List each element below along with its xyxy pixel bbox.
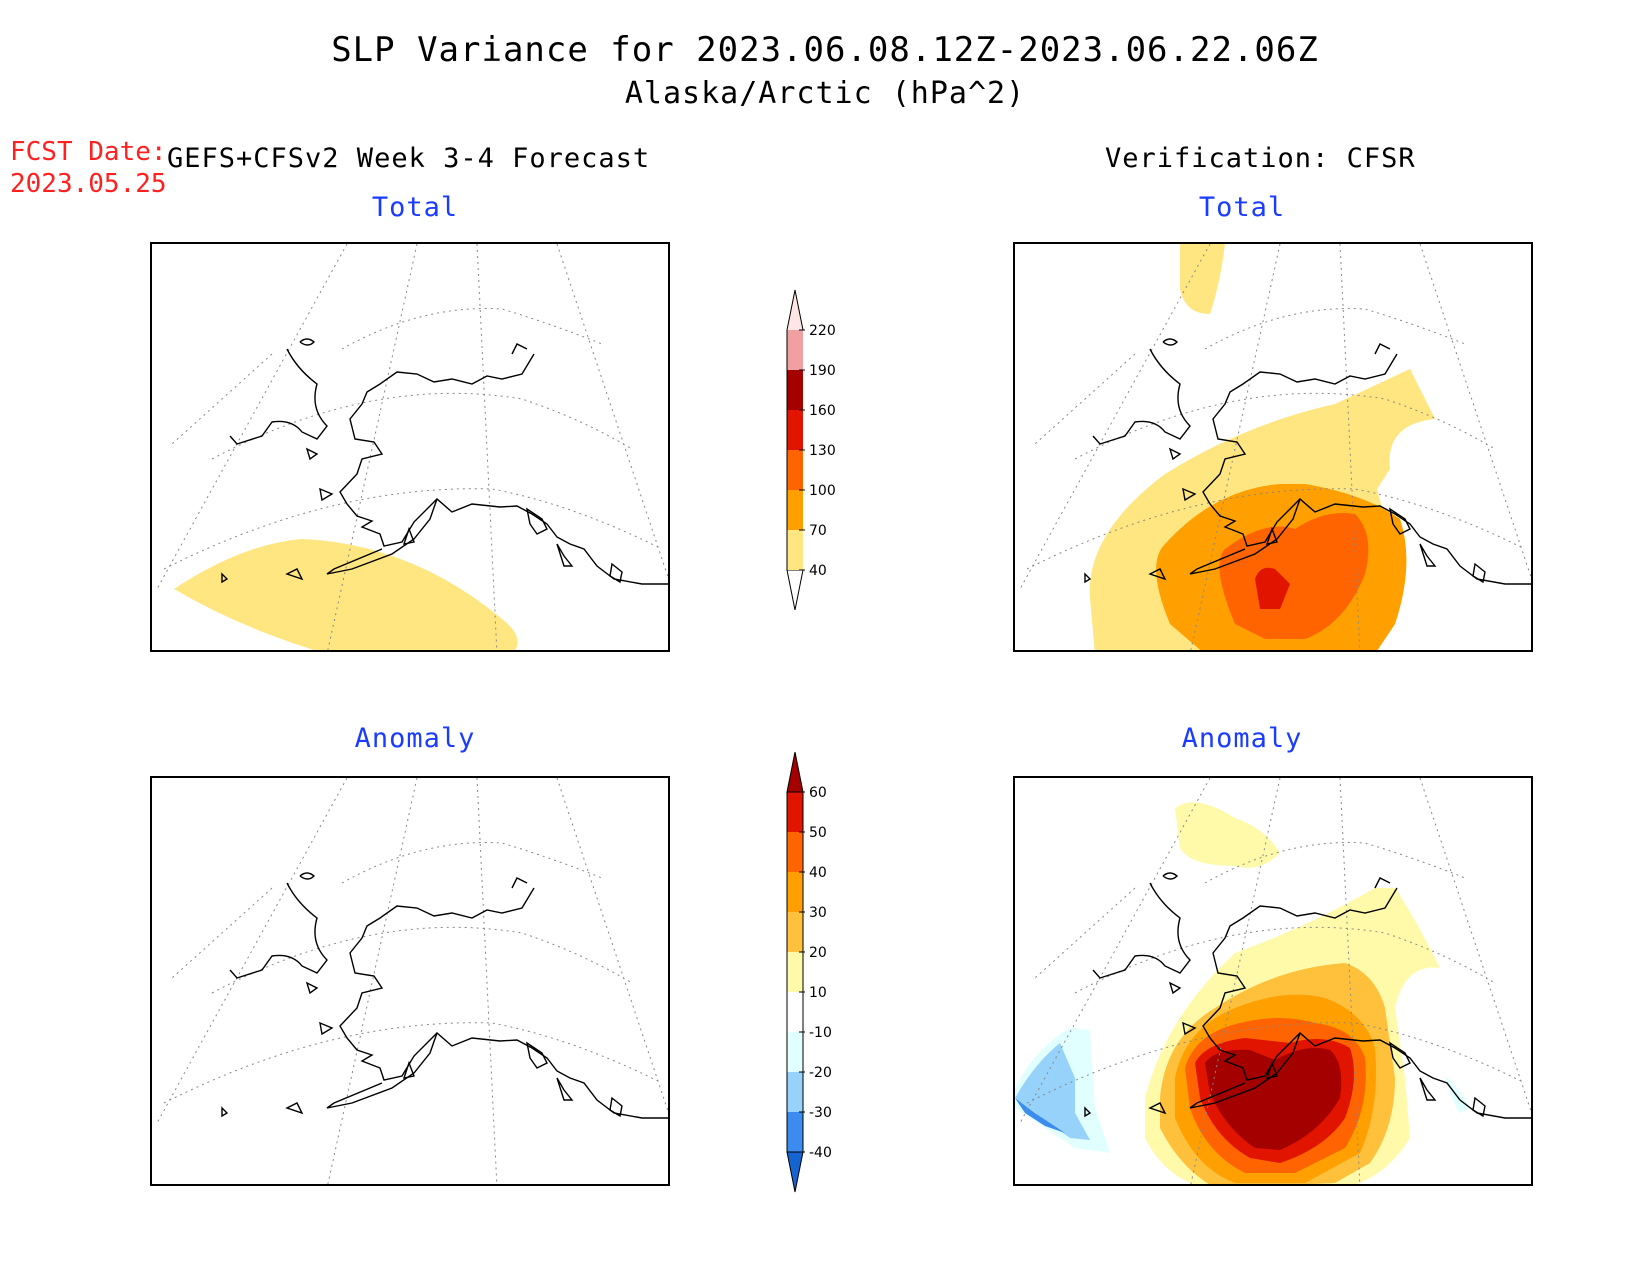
anomaly-colorbar-label: 60 (809, 785, 827, 801)
fcst-date-value: 2023.05.25 (10, 169, 167, 199)
total-shade-130-160 (1255, 567, 1290, 609)
total-colorbar-label: 40 (809, 563, 827, 579)
total-colorbar-box (787, 490, 803, 530)
figure-title: SLP Variance for 2023.06.08.12Z-2023.06.… (331, 30, 1319, 70)
total-colorbar-label: 190 (809, 363, 836, 379)
total-shade-40-70 (174, 539, 518, 650)
total-colorbar-label: 100 (809, 483, 836, 499)
anomaly-colorbar-label: 50 (809, 825, 827, 841)
anomaly-colorbar-box (787, 872, 803, 912)
verification-anomaly-label: Anomaly (1181, 723, 1303, 754)
total-colorbar-label: 70 (809, 523, 827, 539)
total-colorbar-lower-triangle (786, 569, 804, 610)
total-colorbar-label: 160 (809, 403, 836, 419)
total-colorbar-box (787, 530, 803, 570)
forecast-anomaly-label: Anomaly (354, 723, 476, 754)
anomaly-colorbar-label: 40 (809, 865, 827, 881)
anomaly-colorbar-box (787, 912, 803, 952)
total-colorbar-label: 130 (809, 443, 836, 459)
anomaly-colorbar-box (787, 1072, 803, 1112)
anomaly-colorbar-lower-triangle (787, 1152, 803, 1192)
verification-title: Verification: CFSR (1105, 143, 1416, 174)
verification-anomaly-map (1013, 776, 1533, 1186)
anomaly-colorbar-label: 10 (809, 985, 827, 1001)
anomaly-shade-small (352, 1185, 374, 1186)
total-colorbar-upper-triangle (787, 290, 803, 330)
anomaly-colorbar-box (787, 992, 803, 1032)
total-colorbar-box (787, 370, 803, 410)
anomaly-colorbar: 60 50 40 30 20 10 -10 -20 -30 -40 (786, 752, 832, 1193)
total-colorbar-box (787, 410, 803, 450)
anomaly-shade-north (1175, 802, 1280, 868)
fcst-date: FCST Date: 2023.05.25 (10, 136, 167, 200)
anomaly-colorbar-label: 20 (809, 945, 827, 961)
anomaly-colorbar-label: -40 (809, 1145, 832, 1161)
forecast-anomaly-map (150, 776, 670, 1186)
anomaly-colorbar-box (787, 1032, 803, 1072)
model-title: GEFS+CFSv2 Week 3-4 Forecast (167, 143, 651, 174)
figure-subtitle: Alaska/Arctic (hPa^2) (624, 76, 1026, 111)
anomaly-colorbar-box (787, 1112, 803, 1152)
forecast-total-map (150, 242, 670, 652)
total-colorbar-box (787, 330, 803, 370)
fcst-date-label: FCST Date: (10, 137, 167, 167)
anomaly-colorbar-label: -10 (809, 1025, 832, 1041)
total-colorbar: 40 70 100 130 160 190 220 (786, 289, 836, 610)
anomaly-colorbar-label: 30 (809, 905, 827, 921)
anomaly-colorbar-label: -20 (809, 1065, 832, 1081)
anomaly-colorbar-label: -30 (809, 1105, 832, 1121)
anomaly-shade-east (1445, 1076, 1470, 1113)
anomaly-shade-gt60 (1205, 1047, 1342, 1150)
anomaly-shade-neg20-30 (1015, 1043, 1090, 1140)
total-colorbar-label: 220 (809, 323, 836, 339)
verification-total-map (1013, 242, 1533, 652)
anomaly-colorbar-upper-triangle (786, 752, 804, 793)
total-shade-north (1180, 244, 1225, 314)
anomaly-colorbar-box (787, 792, 803, 832)
anomaly-colorbar-box (787, 952, 803, 992)
total-colorbar-box (787, 450, 803, 490)
anomaly-colorbar-box (787, 832, 803, 872)
forecast-total-label: Total (371, 192, 459, 223)
verification-total-label: Total (1198, 192, 1286, 223)
